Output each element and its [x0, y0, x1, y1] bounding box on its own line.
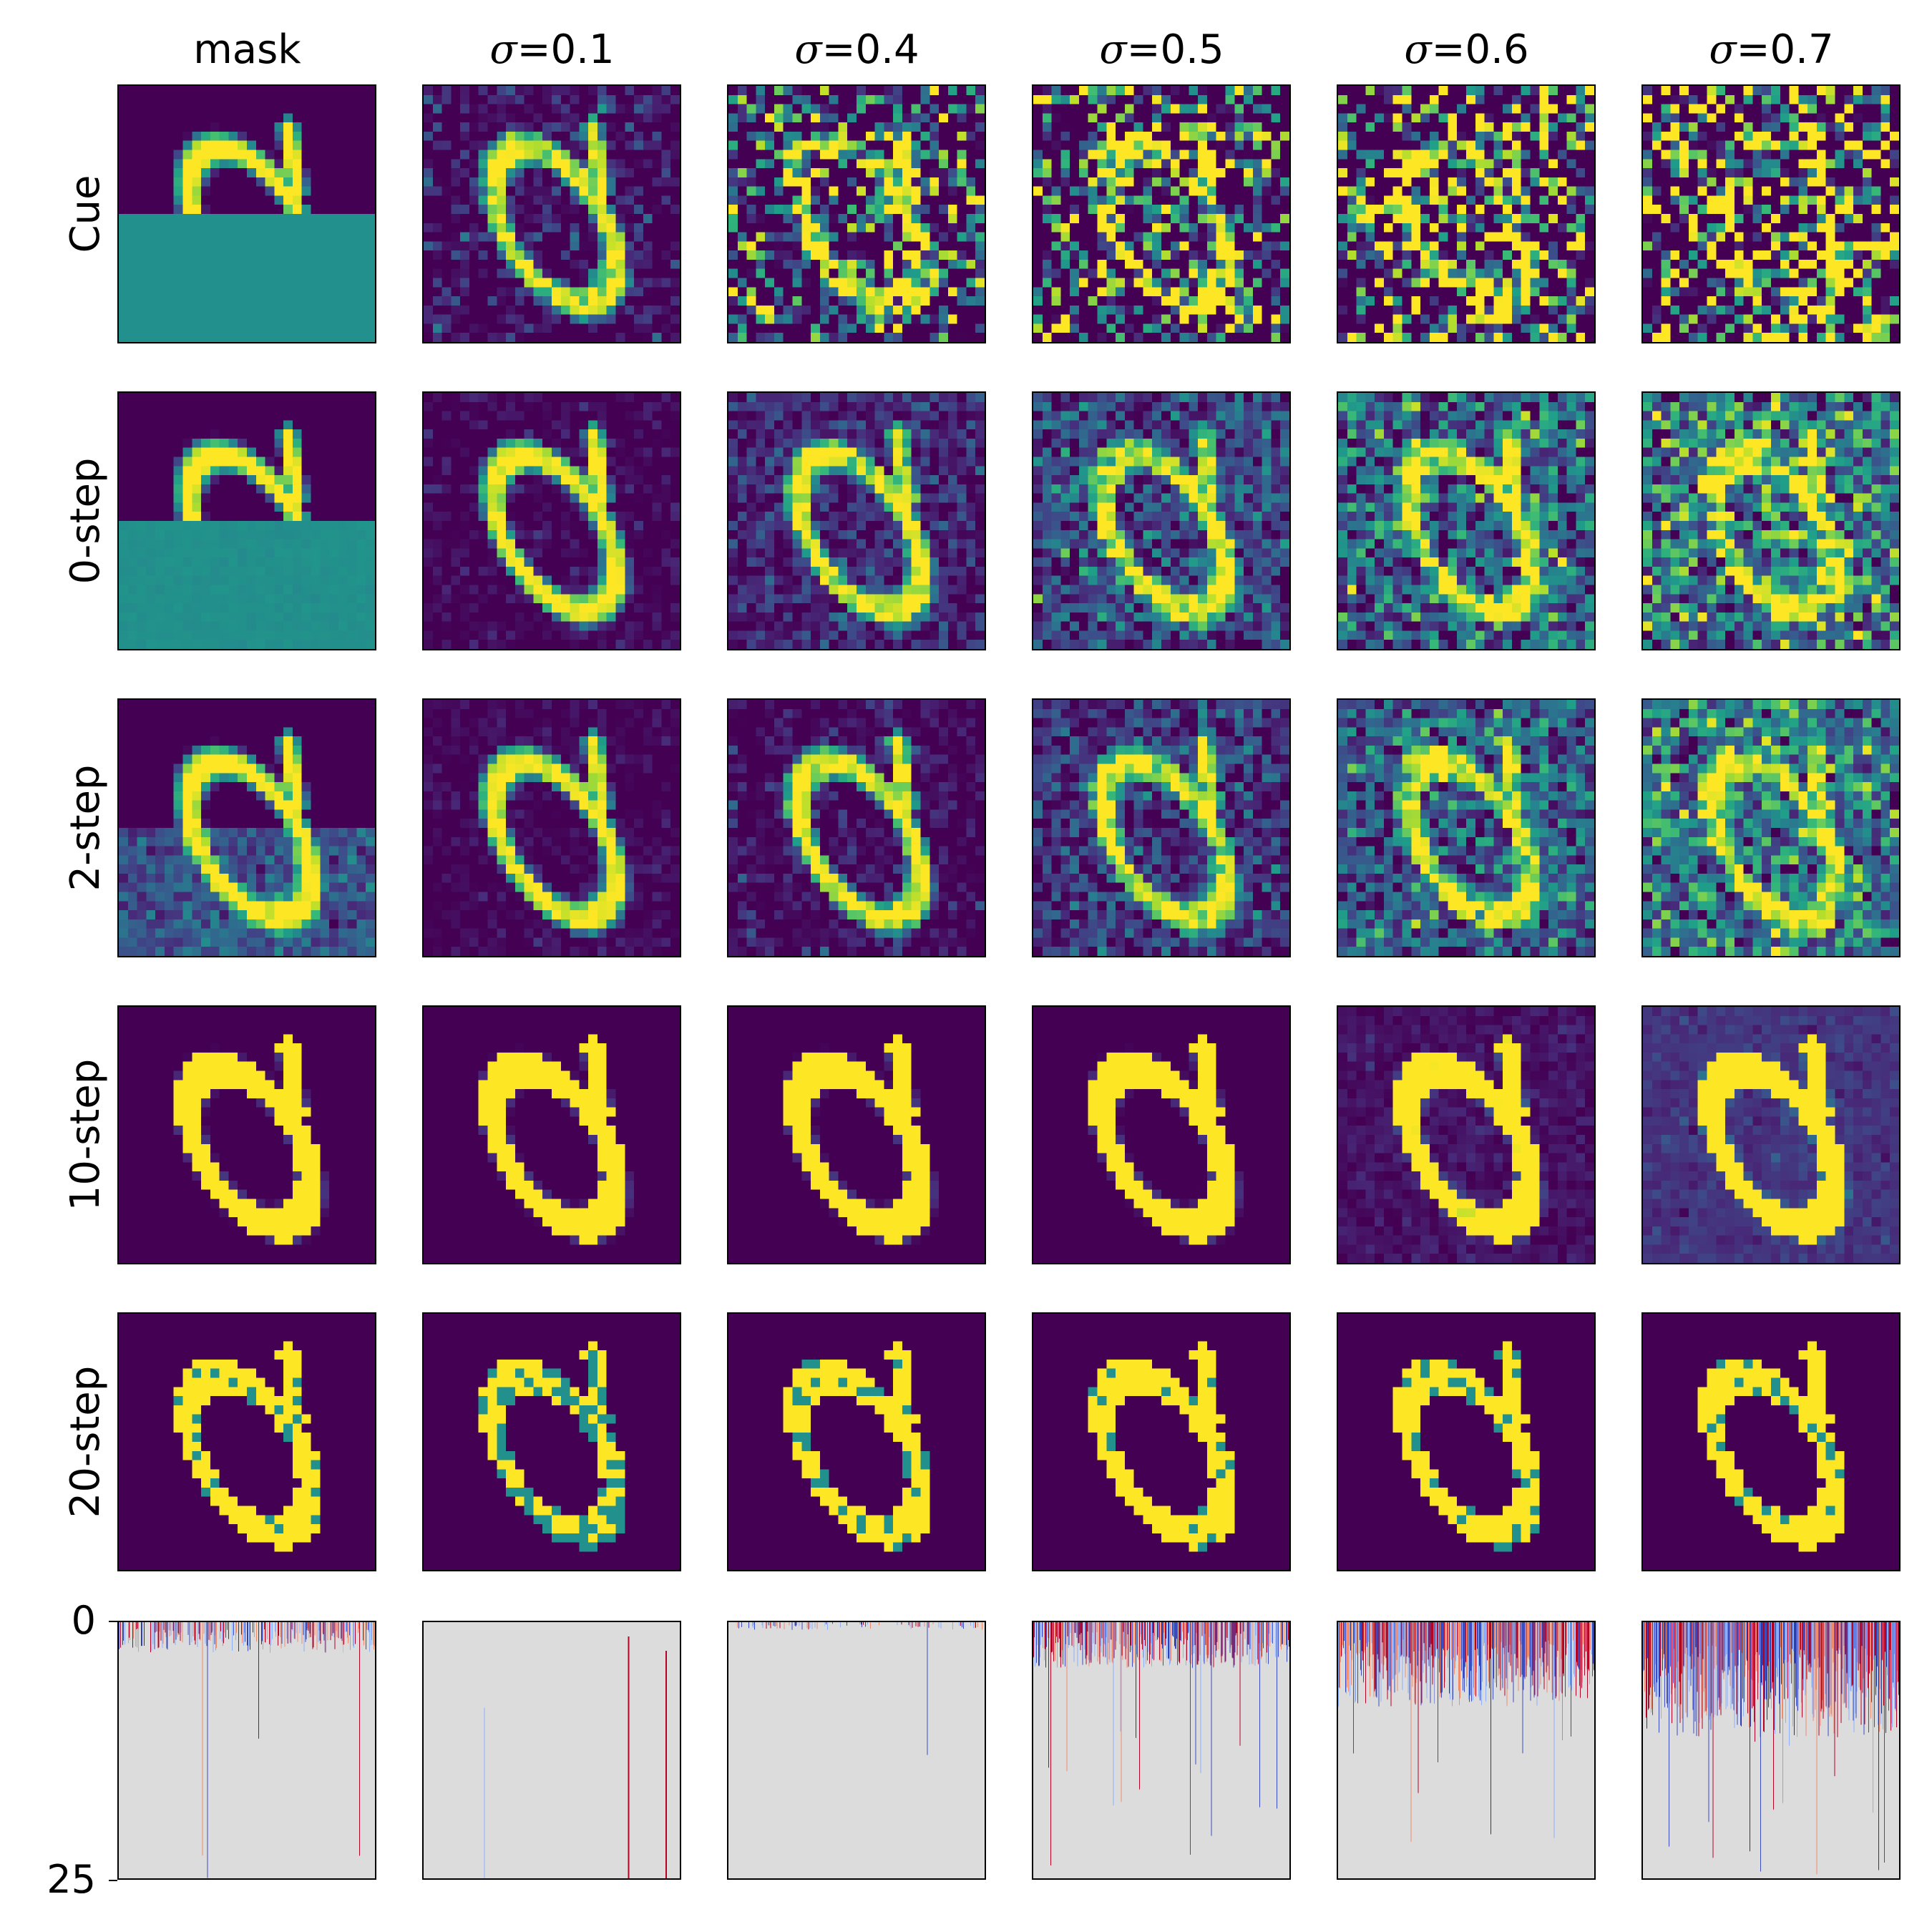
y-tick-label-25: 25 [31, 1858, 96, 1901]
diff-image [424, 1622, 680, 1878]
panel-image [1643, 1314, 1899, 1570]
diff-image [1338, 1622, 1594, 1878]
panel-image [728, 1314, 985, 1570]
diff-panel-c4 [1337, 1621, 1596, 1880]
panel-image [1643, 393, 1899, 649]
sigma-symbol: σ [1099, 26, 1126, 73]
panel-r4-c3 [1032, 1312, 1291, 1571]
panel-image [1033, 700, 1289, 956]
panel-r1-c2 [727, 391, 986, 650]
panel-image [424, 1007, 680, 1263]
diff-image [119, 1622, 375, 1878]
column-title-text: =0.1 [517, 26, 615, 73]
panel-image [1338, 1314, 1594, 1570]
diff-panel-c3 [1032, 1621, 1291, 1880]
panel-r0-c2 [727, 84, 986, 343]
panel-r2-c4 [1337, 698, 1596, 957]
diff-panel-c0 [117, 1621, 376, 1880]
panel-r0-c1 [422, 84, 681, 343]
panel-r2-c1 [422, 698, 681, 957]
panel-image [119, 1007, 375, 1263]
sigma-symbol: σ [794, 26, 821, 73]
column-title-3: σ=0.5 [1031, 21, 1292, 79]
panel-image [119, 393, 375, 649]
panel-image [424, 700, 680, 956]
panel-image [1033, 1314, 1289, 1570]
panel-r2-c3 [1032, 698, 1291, 957]
panel-image [1643, 1007, 1899, 1263]
panel-image [1338, 393, 1594, 649]
diff-panel-c2 [727, 1621, 986, 1880]
panel-image [119, 86, 375, 342]
panel-image [728, 393, 985, 649]
sigma-symbol: σ [1709, 26, 1736, 73]
panel-r4-c2 [727, 1312, 986, 1571]
panel-image [1033, 86, 1289, 342]
panel-image [119, 700, 375, 956]
panel-r2-c2 [727, 698, 986, 957]
panel-image [1338, 1007, 1594, 1263]
column-title-text: =0.6 [1432, 26, 1529, 73]
panel-image [424, 86, 680, 342]
column-title-text: =0.5 [1127, 26, 1224, 73]
column-title-2: σ=0.4 [726, 21, 987, 79]
panel-r3-c3 [1032, 1005, 1291, 1264]
panel-image [119, 1314, 375, 1570]
row-label-4: 20-step [63, 1312, 109, 1573]
column-title-0: mask [117, 21, 378, 79]
panel-r3-c4 [1337, 1005, 1596, 1264]
column-title-text: mask [193, 26, 301, 73]
panel-r1-c1 [422, 391, 681, 650]
column-title-5: σ=0.7 [1641, 21, 1902, 79]
panel-r3-c1 [422, 1005, 681, 1264]
panel-r1-c5 [1641, 391, 1901, 650]
panel-image [1338, 86, 1594, 342]
panel-image [1643, 86, 1899, 342]
panel-r2-c0 [117, 698, 376, 957]
panel-r1-c0 [117, 391, 376, 650]
panel-r3-c5 [1641, 1005, 1901, 1264]
sigma-symbol: σ [1404, 26, 1431, 73]
column-title-4: σ=0.6 [1336, 21, 1597, 79]
row-label-2: 2-step [63, 698, 109, 959]
panel-image [728, 86, 985, 342]
panel-image [728, 700, 985, 956]
panel-image [1033, 393, 1289, 649]
panel-r0-c4 [1337, 84, 1596, 343]
y-tick-mark [109, 1880, 117, 1881]
diff-panel-c1 [422, 1621, 681, 1880]
diff-panel-c5 [1641, 1621, 1901, 1880]
panel-r1-c4 [1337, 391, 1596, 650]
column-title-text: =0.7 [1737, 26, 1834, 73]
panel-r2-c5 [1641, 698, 1901, 957]
panel-image [728, 1007, 985, 1263]
column-title-text: =0.4 [822, 26, 919, 73]
panel-image [1033, 1007, 1289, 1263]
row-label-1: 0-step [63, 391, 109, 652]
diff-image [1033, 1622, 1289, 1878]
panel-image [424, 1314, 680, 1570]
panel-image [1643, 700, 1899, 956]
panel-r0-c3 [1032, 84, 1291, 343]
panel-r4-c1 [422, 1312, 681, 1571]
y-tick-mark [109, 1621, 117, 1622]
row-label-0: Cue [63, 84, 109, 345]
panel-r0-c5 [1641, 84, 1901, 343]
diff-image [728, 1622, 985, 1878]
panel-r0-c0 [117, 84, 376, 343]
diff-image [1643, 1622, 1899, 1878]
panel-r4-c4 [1337, 1312, 1596, 1571]
sigma-symbol: σ [489, 26, 517, 73]
panel-r4-c0 [117, 1312, 376, 1571]
panel-r1-c3 [1032, 391, 1291, 650]
column-title-1: σ=0.1 [421, 21, 683, 79]
panel-r3-c2 [727, 1005, 986, 1264]
panel-r4-c5 [1641, 1312, 1901, 1571]
row-label-3: 10-step [63, 1005, 109, 1266]
panel-r3-c0 [117, 1005, 376, 1264]
panel-image [424, 393, 680, 649]
panel-image [1338, 700, 1594, 956]
y-tick-label-0: 0 [31, 1599, 96, 1642]
